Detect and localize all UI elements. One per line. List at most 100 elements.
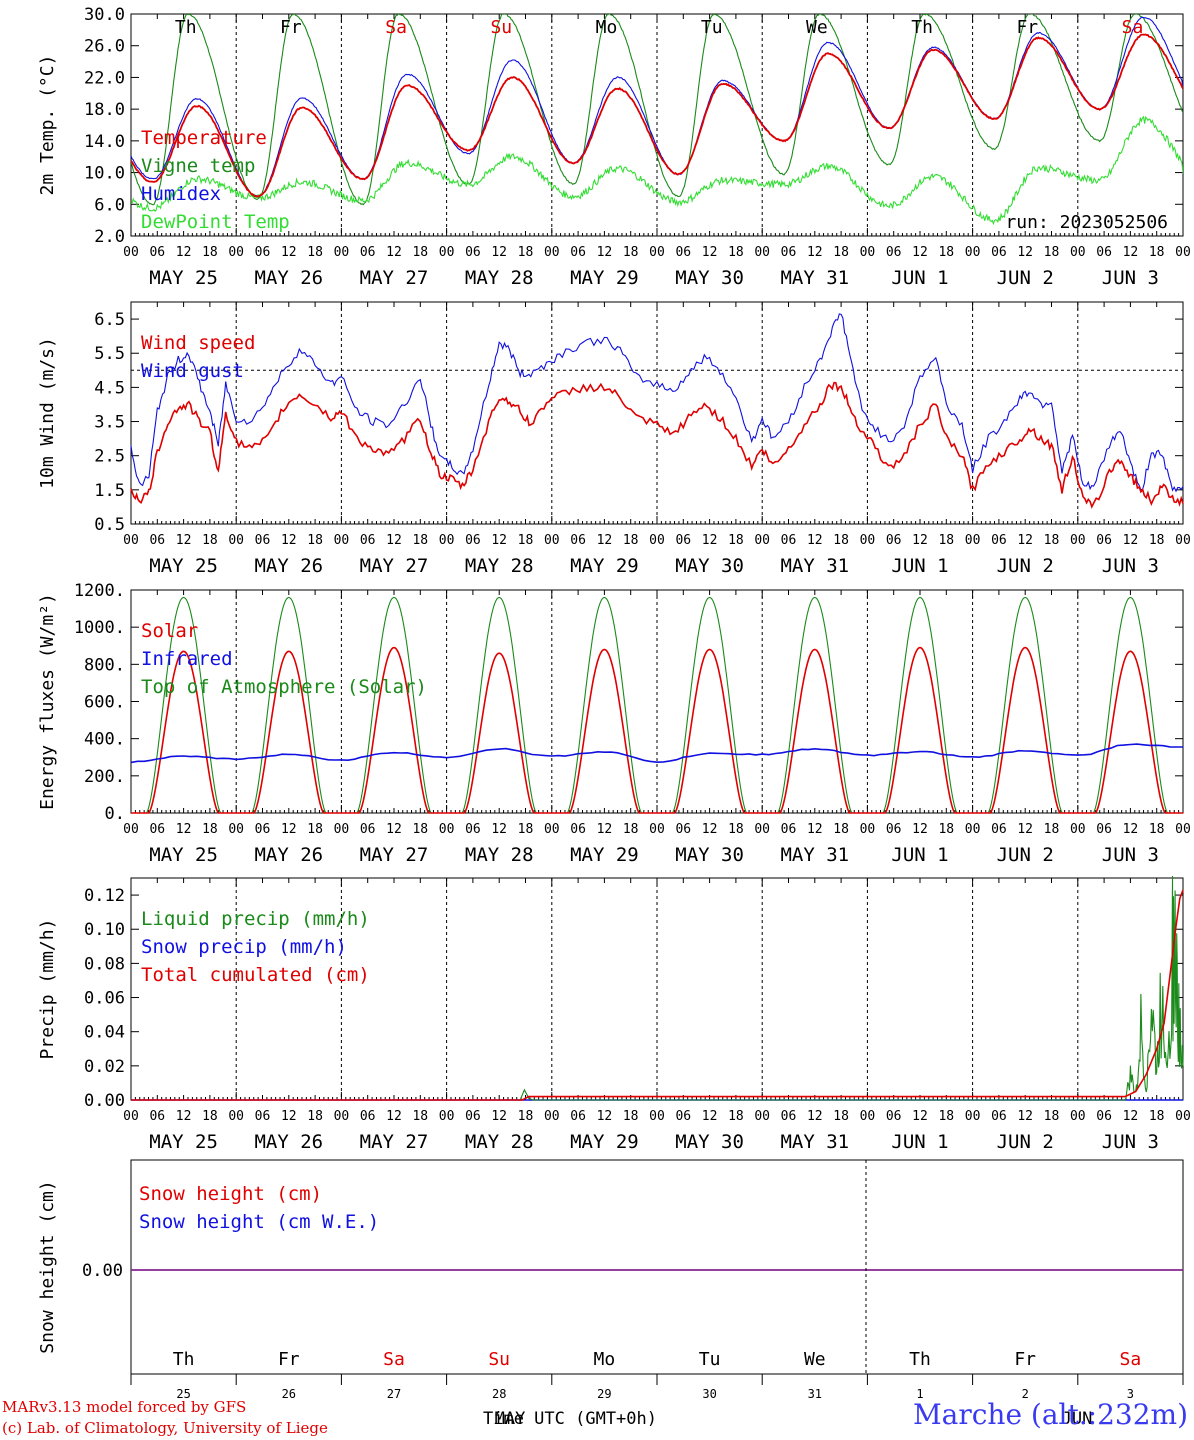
hour-label: 00 bbox=[649, 1109, 665, 1124]
hour-label: 00 bbox=[439, 822, 455, 837]
date-label: MAY 25 bbox=[149, 1131, 218, 1153]
hour-label: 00 bbox=[754, 1109, 770, 1124]
hour-label: 00 bbox=[228, 822, 244, 837]
hour-label: 12 bbox=[1017, 1109, 1033, 1124]
y-tick-label: 0.06 bbox=[84, 989, 125, 1009]
hour-label: 06 bbox=[570, 822, 586, 837]
date-label: MAY 27 bbox=[360, 1131, 429, 1153]
run-label: run: 2023052506 bbox=[1005, 212, 1168, 233]
hour-label: 18 bbox=[728, 533, 744, 548]
hour-label: 06 bbox=[570, 533, 586, 548]
weekday-label: Th bbox=[909, 1349, 931, 1370]
y-tick-label: 18.0 bbox=[84, 100, 125, 120]
date-label: MAY 26 bbox=[254, 1131, 323, 1153]
hour-label: 18 bbox=[623, 1109, 639, 1124]
weekday-label: We bbox=[804, 1349, 826, 1370]
weekday-label: Fr bbox=[1016, 17, 1038, 38]
hour-label: 00 bbox=[860, 1109, 876, 1124]
day-number: 29 bbox=[597, 1387, 611, 1401]
hour-label: 12 bbox=[912, 533, 928, 548]
hour-label: 18 bbox=[518, 822, 534, 837]
hour-label: 12 bbox=[1017, 245, 1033, 260]
hour-label: 12 bbox=[702, 533, 718, 548]
hour-label: 12 bbox=[912, 245, 928, 260]
hour-label: 00 bbox=[544, 533, 560, 548]
date-label: JUN 2 bbox=[997, 267, 1054, 289]
y-tick-label: 5.5 bbox=[94, 344, 125, 364]
weekday-label: Fr bbox=[280, 17, 302, 38]
station-label: Marche (alt.:232m) bbox=[912, 1398, 1188, 1431]
y-tick-label: 0. bbox=[105, 804, 125, 824]
hour-label: 06 bbox=[781, 822, 797, 837]
panel-frame bbox=[130, 589, 1184, 814]
day-number: 28 bbox=[492, 1387, 506, 1401]
hour-label: 06 bbox=[465, 245, 481, 260]
y-tick-label: 200. bbox=[84, 767, 125, 787]
hour-label: 18 bbox=[623, 822, 639, 837]
date-label: MAY 28 bbox=[465, 1131, 534, 1153]
weekday-label: Mo bbox=[596, 17, 618, 38]
panel-3: 00 06 12 18 00 06 12 18 00 06 12 18 00 06 12 18 00 06 12 18… bbox=[37, 581, 1191, 866]
y-tick-label: 0.08 bbox=[84, 954, 125, 974]
hour-label: 18 bbox=[938, 533, 954, 548]
hour-label: 06 bbox=[360, 1109, 376, 1124]
hour-label: 18 bbox=[412, 1109, 428, 1124]
weekday-label: Fr bbox=[1014, 1349, 1036, 1370]
date-label: MAY 25 bbox=[149, 844, 218, 866]
date-label: MAY 30 bbox=[675, 555, 744, 577]
hour-label: 12 bbox=[807, 245, 823, 260]
hour-label: 00 bbox=[123, 822, 139, 837]
hour-label: 18 bbox=[938, 1109, 954, 1124]
date-label: MAY 27 bbox=[360, 555, 429, 577]
hour-label: 00 bbox=[649, 245, 665, 260]
hour-label: 00 bbox=[334, 1109, 350, 1124]
hour-label: 06 bbox=[570, 245, 586, 260]
hour-label: 06 bbox=[886, 1109, 902, 1124]
series-line-wind-speed bbox=[130, 381, 1184, 509]
hour-label: 18 bbox=[202, 245, 218, 260]
hour-label: 00 bbox=[860, 245, 876, 260]
hour-label: 18 bbox=[518, 1109, 534, 1124]
hour-label: 00 bbox=[544, 822, 560, 837]
hour-label: 06 bbox=[1096, 533, 1112, 548]
hour-label: 00 bbox=[1175, 822, 1191, 837]
hour-label: 12 bbox=[491, 1109, 507, 1124]
hour-label: 18 bbox=[202, 822, 218, 837]
hour-label: 00 bbox=[649, 822, 665, 837]
hour-label: 12 bbox=[702, 245, 718, 260]
y-tick-label: 6.5 bbox=[94, 310, 125, 330]
hour-label: 12 bbox=[1017, 822, 1033, 837]
hour-label: 00 bbox=[1070, 245, 1086, 260]
y-tick-label: 0.04 bbox=[84, 1023, 125, 1043]
date-label: MAY 26 bbox=[254, 844, 323, 866]
panel-2: 00 06 12 18 00 06 12 18 00 06 12 18 00 06 12 18 00 06 12 18… bbox=[37, 301, 1191, 577]
weekday-label: Su bbox=[488, 1349, 510, 1370]
day-number: 31 bbox=[808, 1387, 822, 1401]
date-label: JUN 3 bbox=[1102, 844, 1159, 866]
hour-label: 18 bbox=[623, 533, 639, 548]
hour-label: 18 bbox=[938, 822, 954, 837]
series-line-dewpoint-temp bbox=[131, 115, 1183, 226]
hour-label: 06 bbox=[991, 822, 1007, 837]
series-line-temperature bbox=[131, 33, 1183, 198]
hour-label: 06 bbox=[149, 533, 165, 548]
day-number: 1 bbox=[916, 1387, 923, 1401]
hour-label: 00 bbox=[228, 533, 244, 548]
hour-label: 18 bbox=[833, 245, 849, 260]
legend-entry: Snow height (cm W.E.) bbox=[139, 1211, 379, 1233]
legend-entry: Snow precip (mm/h) bbox=[141, 936, 347, 958]
hour-label: 18 bbox=[1149, 1109, 1165, 1124]
hour-label: 12 bbox=[386, 533, 402, 548]
weekday-label: Su bbox=[490, 17, 512, 38]
day-number: 3 bbox=[1127, 1387, 1134, 1401]
y-tick-label: 2.5 bbox=[94, 447, 125, 467]
date-label: MAY 31 bbox=[780, 1131, 849, 1153]
hour-label: 06 bbox=[886, 533, 902, 548]
hour-label: 18 bbox=[1044, 245, 1060, 260]
legend-entry: DewPoint Temp bbox=[141, 211, 290, 233]
date-label: MAY 31 bbox=[780, 555, 849, 577]
hour-label: 12 bbox=[491, 533, 507, 548]
hour-label: 00 bbox=[544, 245, 560, 260]
y-tick-label: 0.00 bbox=[82, 1261, 123, 1281]
